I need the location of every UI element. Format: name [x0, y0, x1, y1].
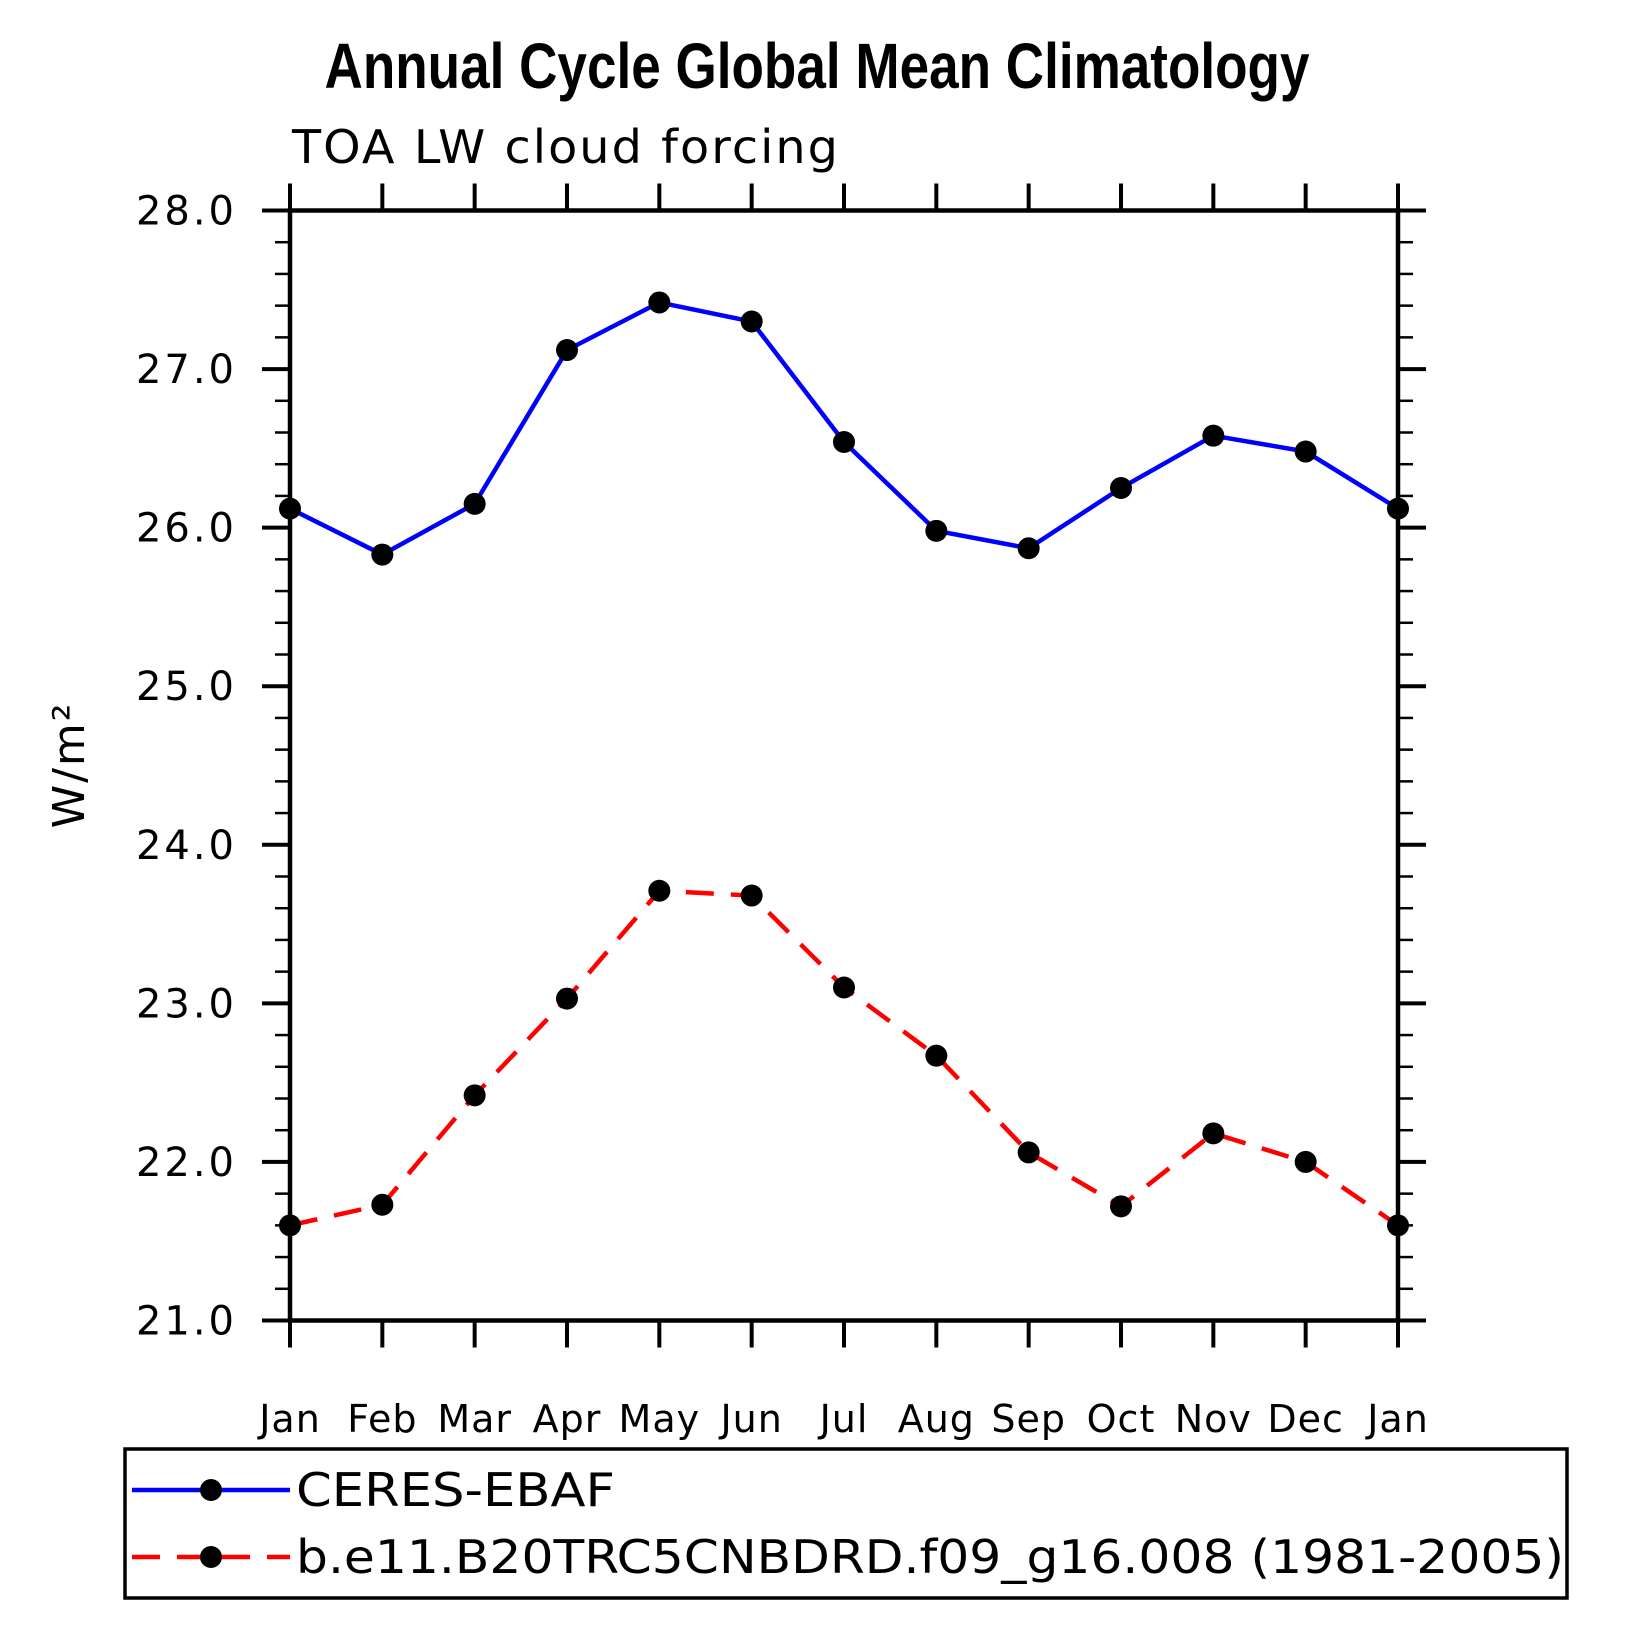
x-tick-label: May [619, 1397, 701, 1441]
y-tick-label: 22.0 [136, 1140, 237, 1186]
x-tick-label: Sep [991, 1397, 1066, 1441]
data-point-marker [1387, 497, 1409, 520]
data-point-marker [833, 431, 855, 454]
x-tick-label: Jan [1365, 1397, 1429, 1441]
legend-box [123, 1447, 1569, 1600]
y-tick-label: 26.0 [136, 506, 237, 552]
data-point-marker [1110, 477, 1132, 499]
x-tick-label: Jan [257, 1397, 321, 1441]
data-point-marker [648, 291, 671, 314]
data-point-marker [279, 1214, 301, 1237]
data-point-marker [371, 1193, 394, 1216]
data-point-marker [740, 884, 763, 907]
y-tick-label: 23.0 [136, 981, 237, 1027]
axis-ticks [262, 183, 1426, 1348]
page-title: Annual Cycle Global Mean Climatology [325, 30, 1310, 102]
x-tick-label: Dec [1267, 1397, 1344, 1441]
x-tick-label: Apr [533, 1397, 602, 1441]
legend-marker-model-icon [200, 1546, 222, 1568]
data-point-marker [740, 310, 763, 333]
series-line-1 [289, 888, 1400, 1228]
axis-tick-labels: Jan Feb Mar Apr May Jun Jul Aug Sep Oct Nov Dec Jan 2… [136, 189, 1429, 1442]
series-line-0 [288, 300, 1400, 558]
legend-label-obs: CERES-EBAF [296, 1463, 615, 1517]
data-point-marker [1387, 1214, 1409, 1237]
y-axis-label: W/m² [44, 702, 95, 829]
data-point-marker [1202, 1122, 1225, 1145]
legend: CERES-EBAF b.e11.B20TRC5CNBDRD.f09_g16.0… [123, 1447, 1569, 1600]
data-point-marker [463, 492, 486, 515]
data-point-marker [1294, 1150, 1317, 1173]
data-point-marker [1017, 537, 1040, 560]
legend-marker-obs-icon [200, 1479, 222, 1501]
legend-label-model: b.e11.B20TRC5CNBDRD.f09_g16.008 (1981-20… [296, 1530, 1564, 1584]
data-point-marker [1017, 1141, 1040, 1164]
x-tick-label: Oct [1087, 1397, 1156, 1441]
data-point-marker [925, 519, 948, 542]
data-point-marker [833, 976, 855, 999]
data-point-marker [648, 879, 671, 902]
data-point-marker [1202, 424, 1225, 447]
data-point-marker [556, 987, 578, 1010]
data-point-marker [279, 497, 301, 520]
y-tick-label: 24.0 [136, 823, 237, 869]
y-tick-label: 25.0 [136, 664, 237, 710]
x-tick-label: Mar [437, 1397, 512, 1441]
x-tick-label: Feb [347, 1397, 417, 1441]
chart-subtitle: TOA LW cloud forcing [291, 120, 840, 174]
data-point-marker [371, 543, 394, 566]
x-tick-label: Aug [898, 1397, 975, 1441]
y-tick-label: 21.0 [136, 1299, 237, 1345]
data-point-marker [463, 1084, 486, 1107]
y-tick-label: 28.0 [136, 189, 237, 235]
data-series [279, 291, 1409, 1237]
x-tick-label: Nov [1175, 1397, 1252, 1441]
data-point-marker [925, 1044, 948, 1067]
data-point-marker [1110, 1195, 1132, 1218]
data-point-marker [1294, 440, 1317, 463]
x-tick-label: Jul [818, 1397, 869, 1441]
data-point-marker [556, 339, 578, 362]
plot-frame [287, 208, 1401, 1323]
x-tick-label: Jun [718, 1397, 782, 1441]
y-tick-label: 27.0 [136, 347, 237, 393]
